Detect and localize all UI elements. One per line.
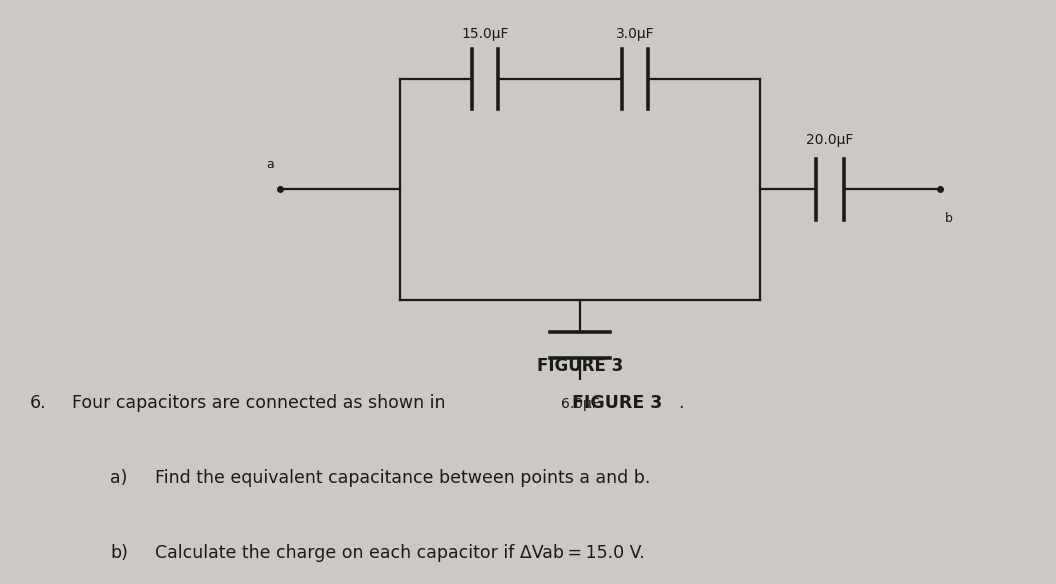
Text: 20.0μF: 20.0μF: [807, 134, 853, 148]
Text: .: .: [678, 394, 683, 412]
Text: FIGURE 3: FIGURE 3: [536, 357, 623, 374]
Text: 3.0μF: 3.0μF: [616, 27, 655, 41]
Text: 6.: 6.: [30, 394, 46, 412]
Text: Four capacitors are connected as shown in: Four capacitors are connected as shown i…: [72, 394, 451, 412]
Text: FIGURE 3: FIGURE 3: [572, 394, 662, 412]
Text: a): a): [110, 469, 128, 487]
Text: Calculate the charge on each capacitor if ΔVab = 15.0 V.: Calculate the charge on each capacitor i…: [155, 544, 645, 562]
Text: b): b): [110, 544, 128, 562]
Text: 6.0μF: 6.0μF: [561, 397, 600, 411]
Text: b: b: [945, 211, 953, 224]
Text: 15.0μF: 15.0μF: [461, 27, 509, 41]
Text: Find the equivalent capacitance between points a and b.: Find the equivalent capacitance between …: [155, 469, 650, 487]
Text: a: a: [266, 158, 274, 172]
